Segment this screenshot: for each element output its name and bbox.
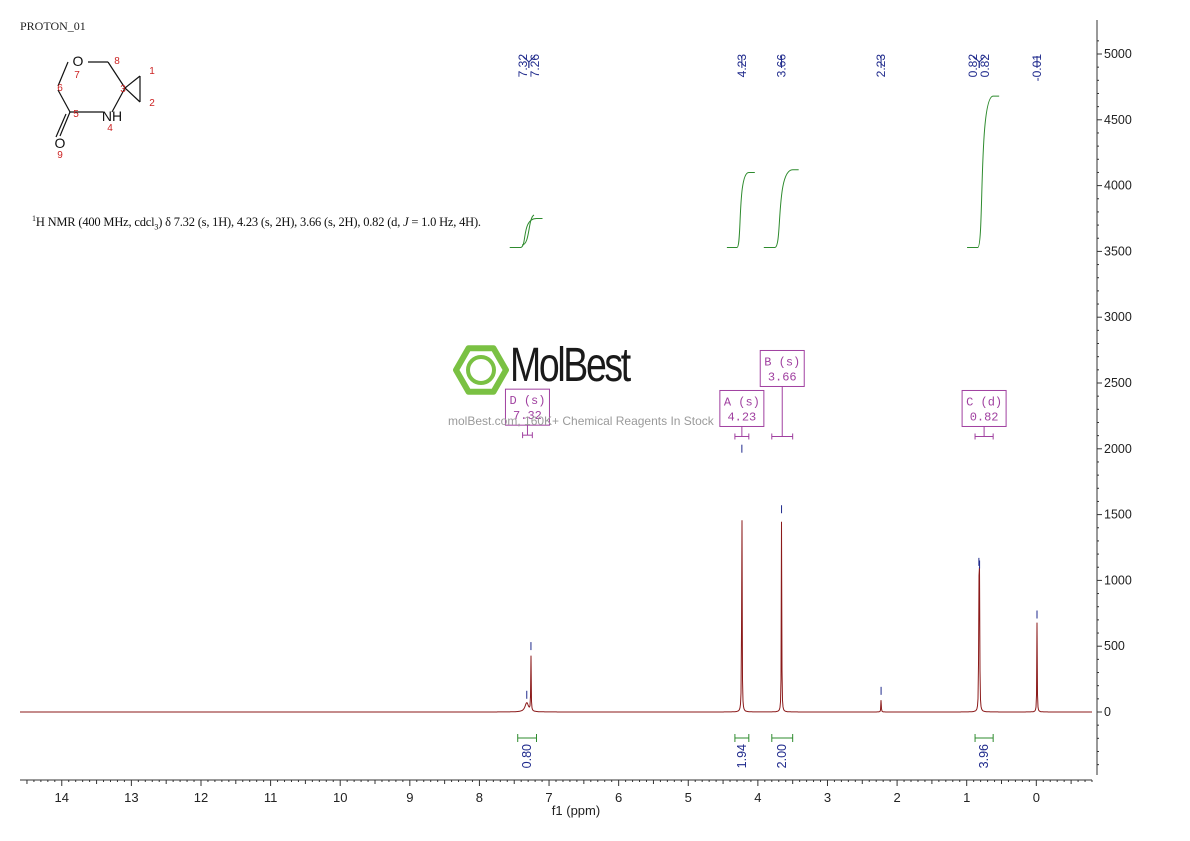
logo-hexagon: [453, 345, 509, 395]
x-tick-label: 10: [333, 790, 347, 805]
x-tick-label: 2: [893, 790, 900, 805]
peak-label-leader: [978, 55, 986, 68]
x-tick-label: 3: [824, 790, 831, 805]
integral-value: 1.94: [735, 744, 749, 768]
y-tick-label: 0: [1104, 705, 1111, 719]
nucleus-mass: 1: [32, 214, 36, 223]
watermark-name: MolBest: [510, 339, 631, 392]
x-tick-label: 1: [963, 790, 970, 805]
integral-curve: [763, 169, 799, 248]
atom-number: 2: [149, 98, 155, 109]
multiplet-shift: 0.82: [970, 410, 999, 424]
y-tick-label: 4000: [1104, 179, 1132, 193]
atom-symbol: O: [55, 135, 66, 151]
solvent-subscript: 3: [154, 222, 159, 232]
multiplet-title: B (s): [764, 355, 800, 369]
atom-number: 3: [120, 84, 126, 95]
x-axis-label: f1 (ppm): [552, 803, 600, 818]
multiplet-title: A (s): [724, 395, 760, 409]
bond-double: [55, 113, 67, 138]
peak-shift-label: 0.82: [978, 54, 992, 78]
y-tick-label: 500: [1104, 639, 1125, 653]
multiplet-shift: 7.32: [513, 409, 542, 423]
atom-number: 6: [57, 83, 63, 94]
integral-curve: [509, 218, 543, 248]
watermark-tagline: molBest.com, 160K+ Chemical Reagents In …: [448, 414, 714, 428]
nmr-summary-post-a: ) δ 7.32 (s, 1H), 4.23 (s, 2H), 3.66 (s,…: [158, 215, 404, 230]
integral-value: 2.00: [775, 744, 789, 768]
x-tick-label: 12: [194, 790, 208, 805]
logo-ring: [466, 355, 496, 385]
atom-number: 8: [114, 56, 120, 67]
integral-value: 3.96: [977, 744, 991, 768]
atom-number: 7: [74, 70, 80, 81]
x-tick-label: 9: [406, 790, 413, 805]
peak-shift-label: 7.26: [528, 54, 542, 78]
atom-number: 4: [107, 123, 113, 134]
y-tick-label: 5000: [1104, 47, 1132, 61]
y-tick-label: 2500: [1104, 376, 1132, 390]
y-tick-label: 4500: [1104, 113, 1132, 127]
coupling-symbol: J: [403, 215, 409, 230]
x-tick-label: 6: [615, 790, 622, 805]
integral-curve: [967, 95, 1000, 248]
integral-curve: [726, 171, 755, 248]
multiplet-shift: 4.23: [727, 410, 756, 424]
y-tick-label: 1500: [1104, 508, 1132, 522]
spectrum-trace: [20, 520, 1092, 713]
nmr-summary-post-b: = 1.0 Hz, 4H).: [408, 215, 481, 230]
integral-value: 0.80: [520, 744, 534, 768]
integral-curve-small: [521, 214, 535, 246]
y-tick-label: 3000: [1104, 310, 1132, 324]
bond: [59, 111, 71, 137]
bond: [57, 61, 69, 87]
y-tick-label: 3500: [1104, 244, 1132, 258]
x-tick-label: 8: [476, 790, 483, 805]
y-tick-label: 1000: [1104, 573, 1132, 587]
bond: [124, 75, 141, 89]
bond: [107, 61, 126, 89]
atom-symbol: O: [73, 53, 84, 69]
x-tick-label: 5: [685, 790, 692, 805]
multiplet-title: D (s): [509, 394, 545, 408]
x-tick-label: 11: [264, 790, 278, 805]
nmr-summary-text: 1H NMR (400 MHz, cdcl3) δ 7.32 (s, 1H), …: [32, 214, 481, 232]
bond: [111, 87, 126, 113]
multiplet-shift: 3.66: [768, 370, 797, 384]
x-tick-label: 14: [55, 790, 69, 805]
peak-label-leader: [528, 55, 536, 68]
x-tick-label: 4: [754, 790, 761, 805]
bond: [57, 89, 71, 113]
nmr-summary-pre: H NMR (400 MHz, cdcl: [35, 215, 155, 230]
atom-number: 5: [73, 109, 79, 120]
y-tick-label: 2000: [1104, 442, 1132, 456]
atom-number: 9: [57, 150, 63, 161]
atom-number: 1: [149, 66, 155, 77]
multiplet-title: C (d): [966, 395, 1002, 409]
x-tick-label: 7: [545, 790, 552, 805]
molbest-logo-icon: [453, 345, 509, 395]
x-tick-label: 13: [124, 790, 138, 805]
atom-symbol: NH: [102, 108, 122, 124]
x-tick-label: 0: [1033, 790, 1040, 805]
bond: [124, 87, 141, 103]
experiment-label: PROTON_01: [20, 19, 86, 33]
